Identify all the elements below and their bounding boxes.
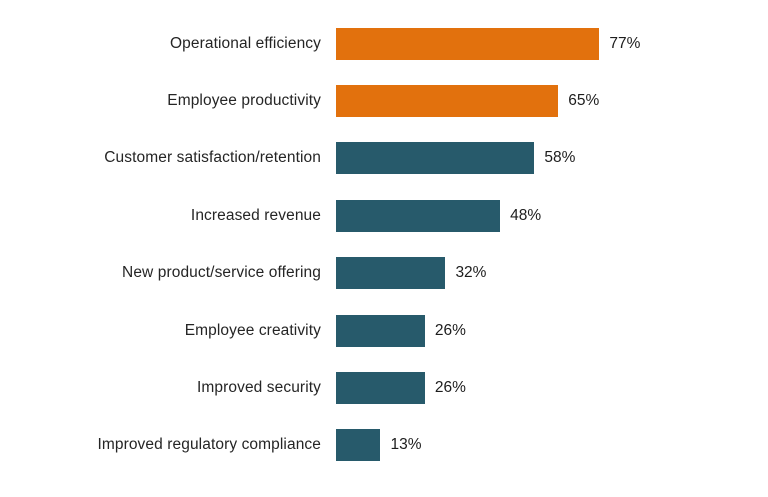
category-label: Improved regulatory compliance (97, 436, 321, 454)
bar (336, 199, 501, 232)
value-label: 26% (434, 321, 466, 339)
bar-area: 58% (336, 130, 768, 187)
value-label: 26% (434, 379, 466, 397)
bar-area: 77% (336, 15, 768, 72)
bar-row: Operational efficiency 77% (0, 15, 768, 72)
bar (336, 429, 381, 462)
category-label: Operational efficiency (170, 34, 321, 52)
value-label: 32% (455, 264, 487, 282)
bar (336, 85, 559, 118)
value-label: 58% (544, 149, 576, 167)
value-label: 77% (609, 34, 641, 52)
bar-area: 48% (336, 187, 768, 244)
bar (336, 372, 425, 405)
value-label: 13% (390, 436, 422, 454)
category-label: New product/service offering (122, 264, 321, 282)
bar-area: 32% (336, 245, 768, 302)
bar (336, 257, 446, 290)
bar-row: Customer satisfaction/retention 58% (0, 130, 768, 187)
bar-row: New product/service offering 32% (0, 245, 768, 302)
bar-row: Increased revenue 48% (0, 187, 768, 244)
bar-row: Improved regulatory compliance 13% (0, 417, 768, 474)
bar-area: 26% (336, 302, 768, 359)
category-label: Employee creativity (184, 321, 321, 339)
value-label: 65% (568, 92, 600, 110)
bar-area: 26% (336, 359, 768, 416)
bar-area: 65% (336, 72, 768, 129)
bar (336, 27, 600, 60)
bar (336, 314, 425, 347)
value-label: 48% (510, 206, 542, 224)
bar (336, 142, 535, 175)
category-label: Customer satisfaction/retention (104, 149, 321, 167)
category-label: Improved security (196, 379, 321, 397)
bar-area: 13% (336, 417, 768, 474)
bar-row: Improved security 26% (0, 359, 768, 416)
bar-row: Employee productivity 65% (0, 72, 768, 129)
bar-row: Employee creativity 26% (0, 302, 768, 359)
category-label: Employee productivity (167, 92, 321, 110)
category-label: Increased revenue (190, 206, 321, 224)
